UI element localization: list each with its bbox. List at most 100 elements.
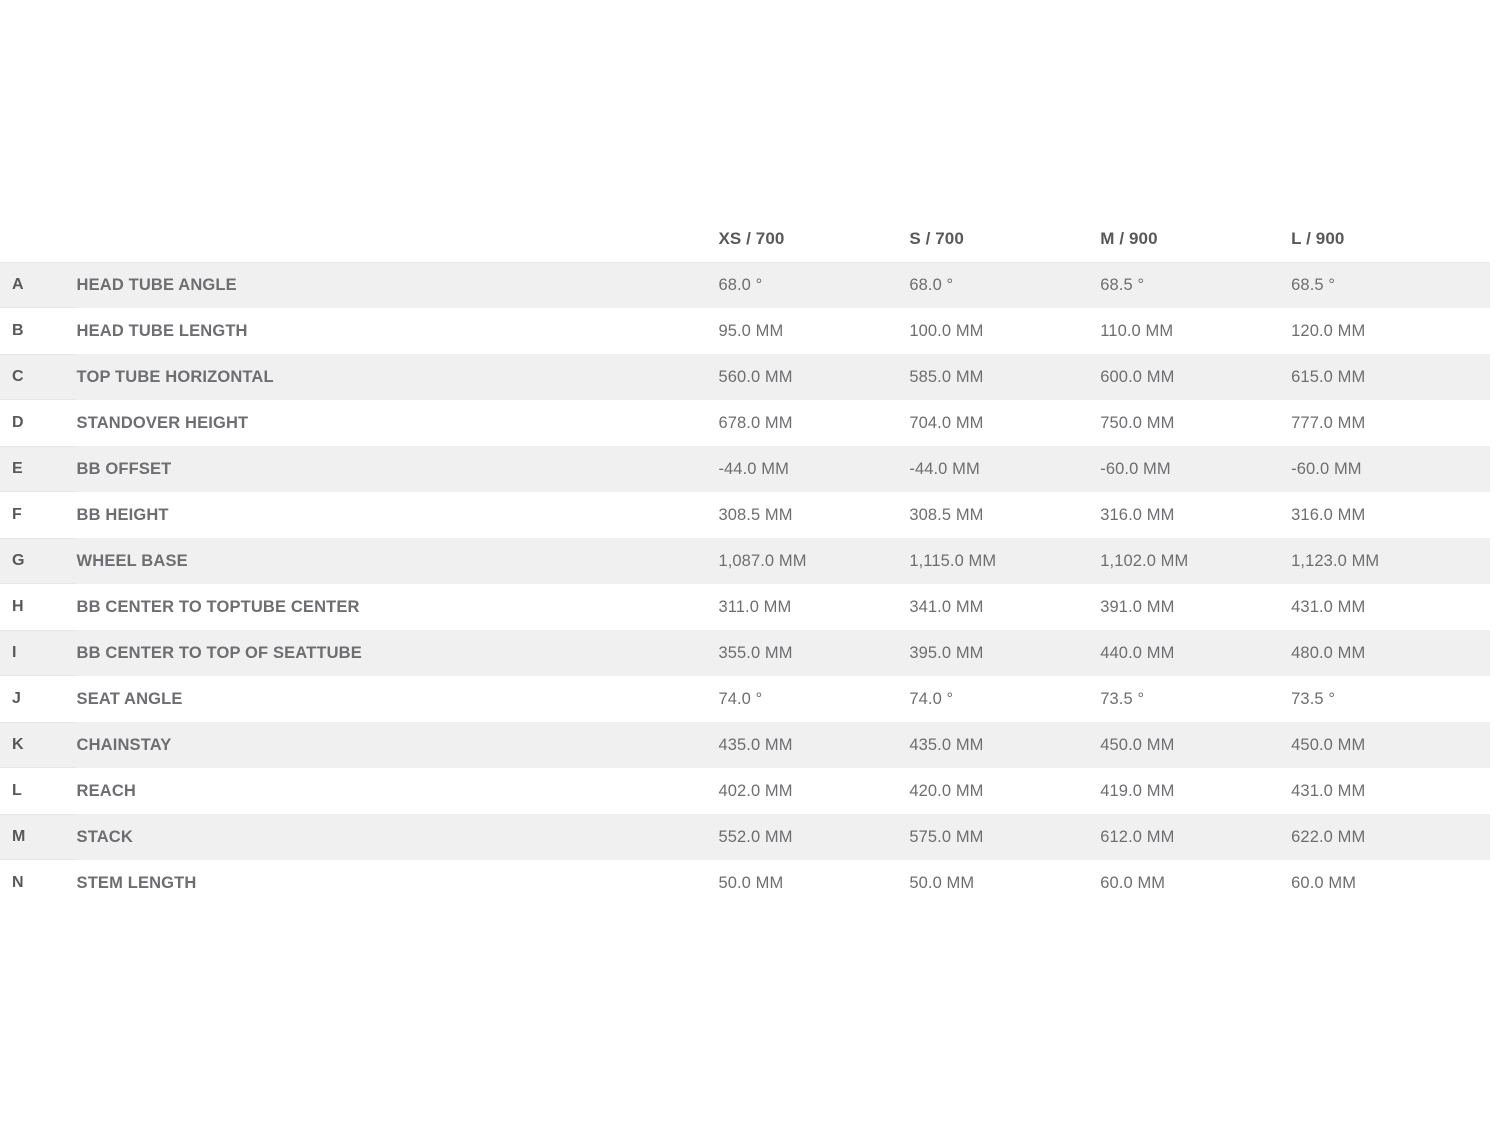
row-label: HEAD TUBE ANGLE — [74, 262, 719, 308]
table-row: N STEM LENGTH 50.0 MM 50.0 MM 60.0 MM 60.0 MM — [0, 860, 1490, 906]
measurement-value: 560.0 MM — [718, 354, 910, 400]
table-row: K CHAINSTAY 435.0 MM 435.0 MM 450.0 MM 450.0 … — [0, 722, 1490, 768]
measurement-value: 73.5 ° — [1291, 676, 1490, 722]
row-letter: C — [0, 354, 75, 400]
row-label: BB CENTER TO TOP OF SEATTUBE — [74, 630, 719, 676]
measurement-value: 355.0 MM — [718, 630, 910, 676]
measurement-value: 110.0 MM — [1100, 308, 1292, 354]
measurement-value: 585.0 MM — [909, 354, 1101, 400]
measurement-value: 73.5 ° — [1100, 676, 1292, 722]
measurement-value: 68.5 ° — [1291, 262, 1490, 308]
measurement-value: -60.0 MM — [1100, 446, 1292, 492]
row-letter: M — [0, 814, 75, 860]
measurement-value: 308.5 MM — [909, 492, 1101, 538]
measurement-value: 311.0 MM — [718, 584, 910, 630]
measurement-value: 341.0 MM — [909, 584, 1101, 630]
row-letter: G — [0, 538, 75, 584]
geometry-chart: XS / 700 S / 700 M / 900 L / 900 A HEAD T… — [0, 216, 1490, 906]
row-letter: L — [0, 768, 75, 814]
measurement-value: 395.0 MM — [909, 630, 1101, 676]
measurement-value: 308.5 MM — [718, 492, 910, 538]
geometry-table: XS / 700 S / 700 M / 900 L / 900 A HEAD T… — [0, 216, 1490, 906]
measurement-value: 552.0 MM — [718, 814, 910, 860]
table-row: D STANDOVER HEIGHT 678.0 MM 704.0 MM 750.0 M… — [0, 400, 1490, 446]
row-label: SEAT ANGLE — [74, 676, 719, 722]
table-row: E BB OFFSET -44.0 MM -44.0 MM -60.0 MM -60.0 … — [0, 446, 1490, 492]
measurement-value: 1,102.0 MM — [1100, 538, 1292, 584]
header-divider — [0, 262, 1490, 263]
measurement-value: 68.0 ° — [909, 262, 1101, 308]
measurement-value: 100.0 MM — [909, 308, 1101, 354]
header-label-column — [74, 216, 719, 262]
measurement-value: 777.0 MM — [1291, 400, 1490, 446]
row-label: BB OFFSET — [74, 446, 719, 492]
measurement-value: 391.0 MM — [1100, 584, 1292, 630]
measurement-value: 120.0 MM — [1291, 308, 1490, 354]
measurement-value: 612.0 MM — [1100, 814, 1292, 860]
measurement-value: 750.0 MM — [1100, 400, 1292, 446]
row-letter: H — [0, 584, 75, 630]
measurement-value: 316.0 MM — [1100, 492, 1292, 538]
measurement-value: 74.0 ° — [909, 676, 1101, 722]
measurement-value: 480.0 MM — [1291, 630, 1490, 676]
table-row: L REACH 402.0 MM 420.0 MM 419.0 MM 431.0 MM — [0, 768, 1490, 814]
row-letter: N — [0, 860, 75, 906]
measurement-value: 50.0 MM — [909, 860, 1101, 906]
table-header: XS / 700 S / 700 M / 900 L / 900 — [0, 216, 1490, 262]
measurement-value: 704.0 MM — [909, 400, 1101, 446]
header-size-l: L / 900 — [1291, 216, 1490, 262]
measurement-value: 615.0 MM — [1291, 354, 1490, 400]
measurement-value: 316.0 MM — [1291, 492, 1490, 538]
row-label: WHEEL BASE — [74, 538, 719, 584]
measurement-value: 1,087.0 MM — [718, 538, 910, 584]
measurement-value: 450.0 MM — [1100, 722, 1292, 768]
table-row: H BB CENTER TO TOPTUBE CENTER 311.0 MM 341.… — [0, 584, 1490, 630]
measurement-value: 60.0 MM — [1291, 860, 1490, 906]
row-letter: A — [0, 262, 75, 308]
measurement-value: 435.0 MM — [718, 722, 910, 768]
measurement-value: 600.0 MM — [1100, 354, 1292, 400]
row-letter: F — [0, 492, 75, 538]
table-row: A HEAD TUBE ANGLE 68.0 ° 68.0 ° 68.5 ° 68.5 ° — [0, 262, 1490, 308]
row-label: CHAINSTAY — [74, 722, 719, 768]
table-row: J SEAT ANGLE 74.0 ° 74.0 ° 73.5 ° 73.5 ° — [0, 676, 1490, 722]
table-row: I BB CENTER TO TOP OF SEATTUBE 355.0 MM 395… — [0, 630, 1490, 676]
header-letter-column — [0, 216, 75, 262]
measurement-value: 678.0 MM — [718, 400, 910, 446]
measurement-value: 95.0 MM — [718, 308, 910, 354]
row-letter: J — [0, 676, 75, 722]
row-letter: I — [0, 630, 75, 676]
header-size-s: S / 700 — [909, 216, 1101, 262]
row-letter: E — [0, 446, 75, 492]
header-row: XS / 700 S / 700 M / 900 L / 900 — [0, 216, 1490, 262]
measurement-value: 60.0 MM — [1100, 860, 1292, 906]
measurement-value: 402.0 MM — [718, 768, 910, 814]
measurement-value: 435.0 MM — [909, 722, 1101, 768]
measurement-value: 431.0 MM — [1291, 584, 1490, 630]
table-body: A HEAD TUBE ANGLE 68.0 ° 68.0 ° 68.5 ° 68.5 °… — [0, 262, 1490, 906]
measurement-value: 419.0 MM — [1100, 768, 1292, 814]
measurement-value: 420.0 MM — [909, 768, 1101, 814]
measurement-value: 68.5 ° — [1100, 262, 1292, 308]
measurement-value: 1,115.0 MM — [909, 538, 1101, 584]
measurement-value: 450.0 MM — [1291, 722, 1490, 768]
row-label: STACK — [74, 814, 719, 860]
row-letter: B — [0, 308, 75, 354]
table-row: M STACK 552.0 MM 575.0 MM 612.0 MM 622.0 MM — [0, 814, 1490, 860]
measurement-value: 68.0 ° — [718, 262, 910, 308]
measurement-value: 50.0 MM — [718, 860, 910, 906]
measurement-value: 431.0 MM — [1291, 768, 1490, 814]
table-row: C TOP TUBE HORIZONTAL 560.0 MM 585.0 MM 600.… — [0, 354, 1490, 400]
row-label: HEAD TUBE LENGTH — [74, 308, 719, 354]
row-label: STANDOVER HEIGHT — [74, 400, 719, 446]
measurement-value: -44.0 MM — [718, 446, 910, 492]
row-label: STEM LENGTH — [74, 860, 719, 906]
measurement-value: -44.0 MM — [909, 446, 1101, 492]
table-row: B HEAD TUBE LENGTH 95.0 MM 100.0 MM 110.0 MM… — [0, 308, 1490, 354]
table-row: G WHEEL BASE 1,087.0 MM 1,115.0 MM 1,102.0 M… — [0, 538, 1490, 584]
measurement-value: 74.0 ° — [718, 676, 910, 722]
measurement-value: -60.0 MM — [1291, 446, 1490, 492]
measurement-value: 575.0 MM — [909, 814, 1101, 860]
row-letter: K — [0, 722, 75, 768]
header-size-m: M / 900 — [1100, 216, 1292, 262]
